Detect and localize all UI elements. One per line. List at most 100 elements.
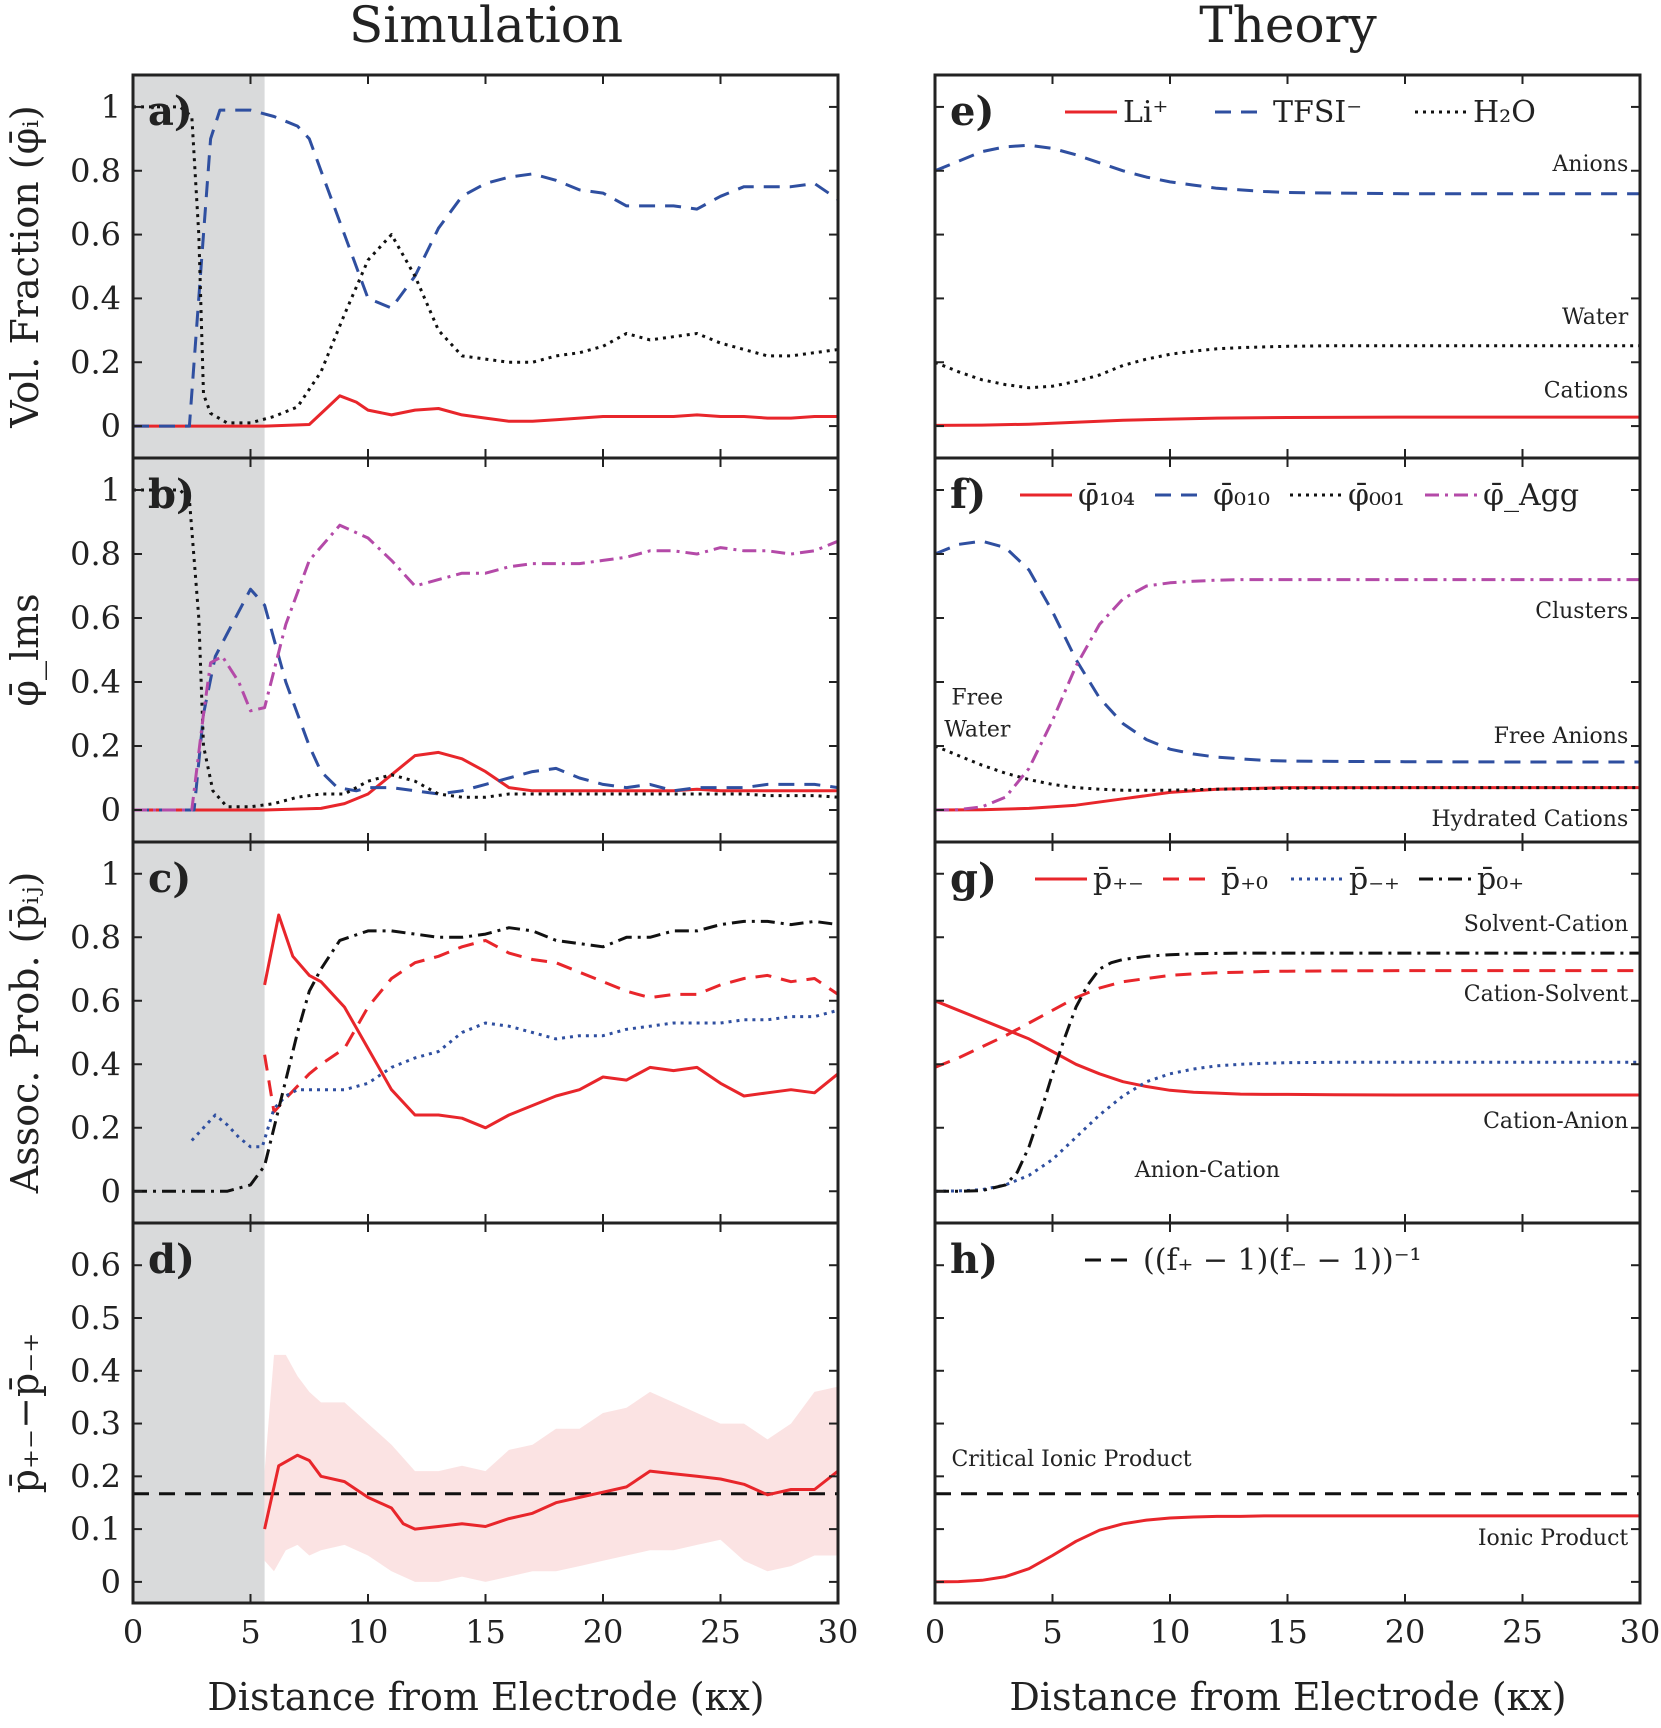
- x-tick-label: 5: [240, 1613, 260, 1651]
- series-line-b-1: [133, 587, 839, 812]
- legend-label: φ̄₀₁₀: [1213, 478, 1270, 513]
- x-tick-label: 15: [465, 1613, 506, 1651]
- y-axis-label: p̄₊₋−p̄₋₊: [3, 1333, 47, 1494]
- annotation: Water: [1562, 305, 1629, 330]
- uncertainty-band: [264, 1354, 839, 1582]
- series-line-f-2: [934, 744, 1640, 792]
- legend-label: φ̄₀₀₁: [1348, 478, 1405, 513]
- series-line-c-3: [133, 919, 839, 1193]
- series-line-g-3: [935, 951, 1640, 1193]
- y-tick-label: 0.8: [70, 152, 121, 190]
- panel-label: g): [950, 855, 997, 902]
- x-tick-label: 30: [1620, 1613, 1661, 1651]
- y-tick-label: 0.4: [70, 1045, 121, 1083]
- annotation: Ionic Product: [1478, 1526, 1629, 1551]
- x-tick-label: 0: [925, 1613, 945, 1651]
- xlabel-right: Distance from Electrode (κx): [1009, 1675, 1566, 1719]
- legend-label: p̄₊₀: [1221, 862, 1268, 897]
- panel-label: c): [148, 855, 191, 902]
- y-tick-label: 0: [101, 791, 121, 829]
- legend-label: p̄₋₊: [1349, 862, 1400, 897]
- y-tick-label: 0.6: [70, 1246, 121, 1284]
- series-line-c-0: [263, 913, 839, 1130]
- y-axis-label: Vol. Fraction (φ̄ᵢ): [3, 105, 47, 428]
- legend-label: p̄₀₊: [1477, 862, 1524, 897]
- y-tick-label: 0.2: [70, 1457, 121, 1495]
- series-line-e-2: [934, 344, 1640, 390]
- series-line-g-1: [934, 969, 1640, 1069]
- annotation: Free Anions: [1494, 724, 1629, 749]
- panel-label: a): [148, 88, 193, 135]
- annotation: Cation-Anion: [1483, 1109, 1628, 1134]
- x-tick-label: 10: [1150, 1613, 1191, 1651]
- shaded-region: [133, 1223, 265, 1603]
- annotation: Cations: [1544, 378, 1629, 403]
- panel-a: 0 0.2 0.4 0.6 0.8 1 a) Vol. Fraction (φ̄ᵢ): [3, 73, 840, 460]
- series-line-e-0: [934, 415, 1640, 427]
- x-tick-label: 0: [123, 1613, 143, 1651]
- x-tick-label: 25: [1502, 1613, 1543, 1651]
- plot-frame: [933, 456, 1642, 844]
- y-tick-label: 0: [101, 1172, 121, 1210]
- y-tick-label: 0.1: [70, 1510, 121, 1548]
- legend-label: ((f₊ − 1)(f₋ − 1))⁻¹: [1143, 1243, 1422, 1278]
- series-line-f-1: [934, 539, 1640, 764]
- legend-label: TFSI⁻: [1273, 95, 1362, 130]
- y-tick-label: 0.6: [70, 982, 121, 1020]
- panel-d: 0 0.1 0.2 0.3 0.4 0.5 0.6 0 5 10 15 20 25 30 d) p̄₊₋−p̄…: [3, 1221, 859, 1651]
- annotation: Anions: [1551, 152, 1628, 177]
- y-tick-label: 0.3: [70, 1405, 121, 1443]
- panel-c: 0 0.2 0.4 0.6 0.8 1 c) Assoc. Prob. (p̄ᵢⱼ): [3, 840, 840, 1225]
- annotation: Water: [944, 717, 1011, 742]
- y-tick-label: 1: [101, 88, 121, 126]
- x-tick-label: 5: [1042, 1613, 1062, 1651]
- panel-label: h): [950, 1236, 998, 1283]
- x-tick-label: 10: [348, 1613, 389, 1651]
- y-tick-label: 0.2: [70, 727, 121, 765]
- shaded-region: [133, 458, 265, 842]
- x-tick-label: 20: [583, 1613, 624, 1651]
- x-tick-label: 20: [1385, 1613, 1426, 1651]
- y-tick-label: 0.8: [70, 918, 121, 956]
- series-line-a-0: [133, 394, 838, 428]
- title-theory: Theory: [1199, 0, 1377, 54]
- series-line-a-1: [133, 108, 839, 428]
- panel-g: g) p̄₊₋ p̄₊₀ p̄₋₊ p̄₀₊ Solvent-Cation Cation-S…: [933, 840, 1642, 1225]
- plot-frame: [933, 1221, 1642, 1605]
- series-line-f-3: [934, 578, 1640, 812]
- y-tick-label: 1: [101, 471, 121, 509]
- x-tick-label: 15: [1267, 1613, 1308, 1651]
- plot-frame: [933, 840, 1642, 1225]
- y-tick-label: 0: [101, 407, 121, 445]
- y-tick-label: 0: [101, 1563, 121, 1601]
- series-line-a-2: [133, 105, 839, 425]
- panel-f: f) φ̄₁₀₄ φ̄₀₁₀ φ̄₀₀₁ φ̄_Agg Clusters Free Anio…: [933, 456, 1642, 844]
- series-line-d-0: [263, 1453, 839, 1531]
- annotation: Cation-Solvent: [1464, 982, 1629, 1007]
- y-tick-label: 0.6: [70, 599, 121, 637]
- y-tick-label: 0.6: [70, 216, 121, 254]
- y-tick-label: 0.4: [70, 663, 121, 701]
- annotation: Hydrated Cations: [1431, 807, 1628, 832]
- shaded-region: [133, 842, 265, 1223]
- panel-h: 0 5 10 15 20 25 30 h) ((f₊ − 1)(f₋ − 1))⁻¹ Critic…: [925, 1221, 1661, 1651]
- annotation: Clusters: [1535, 599, 1628, 624]
- legend-label: H₂O: [1473, 95, 1536, 130]
- plot-frame: [933, 73, 1642, 460]
- series-line-b-3: [133, 523, 839, 812]
- legend-label: φ̄₁₀₄: [1078, 478, 1135, 513]
- panel-e: e) Li⁺ TFSI⁻ H₂O Anions Water Cations: [933, 73, 1642, 460]
- xlabel-left: Distance from Electrode (κx): [207, 1675, 764, 1719]
- legend-label: p̄₊₋: [1093, 862, 1144, 897]
- series-line-c-2: [190, 1008, 839, 1149]
- x-tick-label: 30: [818, 1613, 859, 1651]
- y-tick-label: 1: [101, 855, 121, 893]
- annotation: Critical Ionic Product: [951, 1447, 1191, 1472]
- annotation: Solvent-Cation: [1464, 912, 1628, 937]
- panel-b: 0 0.2 0.4 0.6 0.8 1 b) φ̄_lms: [3, 456, 840, 844]
- panel-label: f): [950, 471, 986, 518]
- annotation: Free: [951, 685, 1003, 710]
- y-tick-label: 0.4: [70, 1352, 121, 1390]
- series-line-h-0: [934, 1514, 1640, 1584]
